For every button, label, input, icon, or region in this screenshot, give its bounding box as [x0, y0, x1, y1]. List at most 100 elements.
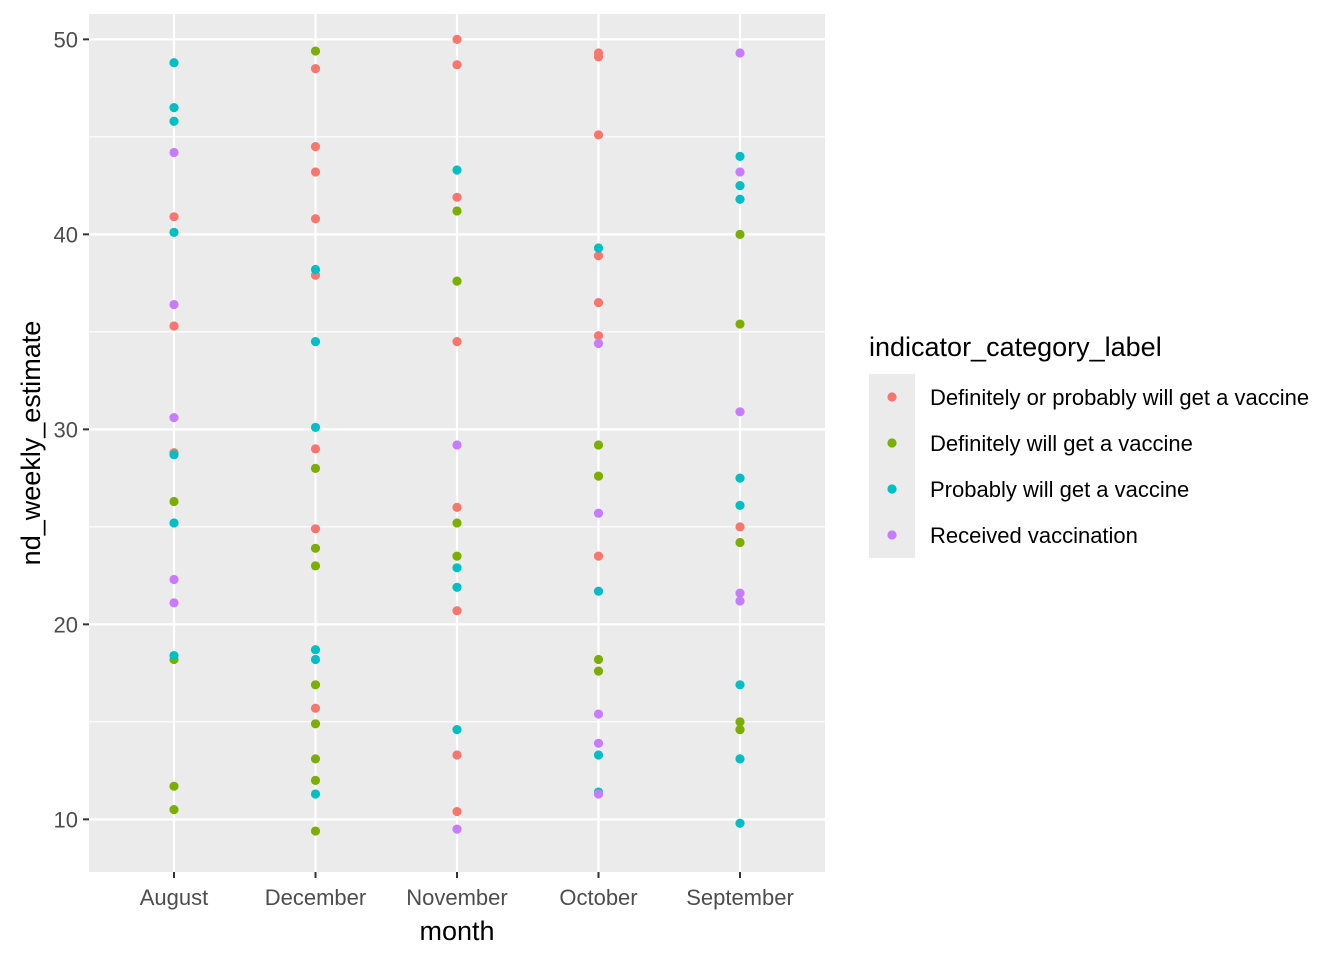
data-point: [593, 508, 604, 518]
data-point: [593, 789, 604, 799]
data-point: [169, 103, 179, 113]
data-point: [310, 775, 321, 785]
data-point: [310, 422, 321, 432]
data-point: [593, 130, 604, 140]
data-point: [735, 181, 745, 191]
data-point: [452, 563, 462, 573]
data-point: [452, 192, 462, 202]
legend-key: [887, 484, 897, 494]
data-point: [735, 725, 745, 735]
data-point: [310, 214, 321, 224]
data-point: [169, 518, 179, 528]
legend-label: Definitely will get a vaccine: [930, 431, 1193, 456]
data-point: [169, 116, 179, 126]
data-point: [735, 754, 745, 764]
data-point: [735, 717, 745, 727]
data-point: [452, 750, 462, 760]
legend-key: [887, 530, 897, 540]
data-point: [169, 147, 179, 158]
data-point: [310, 337, 321, 347]
data-point: [169, 450, 179, 460]
data-point: [310, 167, 321, 177]
data-points: [169, 34, 745, 836]
data-point: [169, 299, 179, 310]
x-axis: August December November October September: [140, 872, 794, 910]
legend-label: Definitely or probably will get a vaccin…: [930, 385, 1309, 410]
data-point: [593, 551, 604, 561]
data-point: [735, 48, 745, 58]
data-point: [593, 251, 604, 261]
data-point: [593, 654, 604, 665]
data-point: [593, 586, 604, 596]
data-point: [593, 331, 604, 341]
legend-title: indicator_category_label: [869, 332, 1162, 362]
data-point: [452, 806, 462, 817]
data-point: [310, 264, 321, 275]
data-point: [452, 165, 462, 175]
data-point: [593, 440, 604, 450]
x-tick-label: September: [686, 885, 794, 910]
data-point: [735, 151, 745, 161]
data-point: [735, 167, 745, 177]
data-point: [310, 444, 321, 454]
data-point: [310, 543, 321, 553]
data-point: [593, 243, 604, 253]
data-point: [169, 598, 179, 608]
data-point: [593, 298, 604, 308]
data-point: [310, 645, 321, 655]
data-point: [452, 276, 462, 286]
data-point: [735, 194, 745, 204]
data-point: [593, 471, 604, 481]
x-tick-label: August: [140, 885, 209, 910]
data-point: [169, 227, 179, 237]
data-point: [735, 500, 745, 510]
data-point: [169, 781, 179, 791]
data-point: [593, 666, 604, 676]
data-point: [310, 561, 321, 571]
data-point: [452, 206, 462, 216]
data-point: [310, 654, 321, 665]
data-point: [310, 680, 321, 690]
data-point: [169, 574, 179, 585]
y-axis: 10 20 30 40 50: [54, 27, 89, 832]
data-point: [169, 650, 179, 661]
data-point: [735, 229, 745, 239]
data-point: [310, 64, 321, 74]
data-point: [735, 818, 745, 828]
x-tick-label: October: [559, 885, 637, 910]
data-point: [452, 34, 462, 44]
legend-label: Probably will get a vaccine: [930, 477, 1189, 502]
y-tick-label: 10: [54, 807, 78, 832]
data-point: [593, 52, 604, 62]
data-point: [452, 725, 462, 735]
data-point: [310, 719, 321, 729]
data-point: [310, 703, 321, 713]
data-point: [169, 212, 179, 222]
y-tick-label: 50: [54, 27, 78, 52]
data-point: [452, 824, 462, 834]
data-point: [452, 518, 462, 528]
data-point: [593, 709, 604, 719]
y-tick-label: 20: [54, 612, 78, 637]
data-point: [735, 522, 745, 532]
data-point: [169, 321, 179, 331]
y-tick-label: 30: [54, 417, 78, 442]
legend-key-background: [869, 374, 915, 558]
data-point: [169, 805, 179, 815]
data-point: [310, 524, 321, 534]
data-point: [735, 319, 745, 329]
y-axis-title: nd_weekly_estimate: [16, 321, 46, 566]
data-point: [452, 582, 462, 592]
data-point: [310, 46, 321, 56]
data-point: [452, 60, 462, 70]
data-point: [310, 142, 321, 152]
data-point: [735, 680, 745, 690]
data-point: [735, 473, 745, 483]
data-point: [593, 338, 604, 349]
data-point: [735, 588, 745, 598]
data-point: [452, 337, 462, 347]
data-point: [169, 413, 179, 423]
data-point: [735, 407, 745, 417]
data-point: [310, 754, 321, 764]
